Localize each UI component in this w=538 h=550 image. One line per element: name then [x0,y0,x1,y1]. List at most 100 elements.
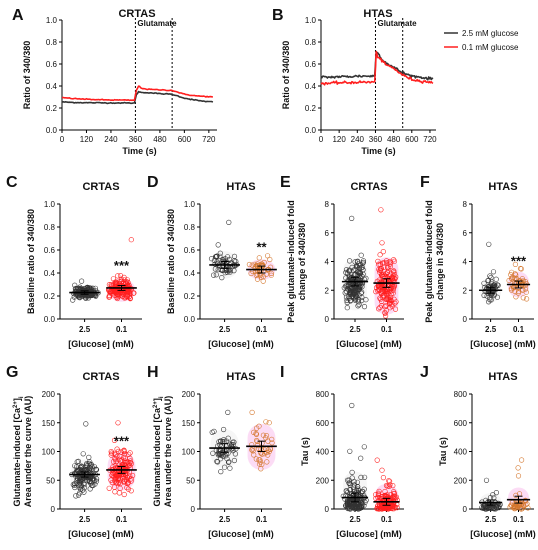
panel-title: HTAS [488,181,517,193]
panel-title: CRTAS [350,181,387,193]
data-point [122,295,129,301]
data-point [524,501,530,507]
y-tick-label: 0.4 [305,82,317,91]
data-point [253,456,259,462]
data-point [225,459,232,466]
data-point [379,240,385,246]
data-point [388,260,394,266]
data-point [373,492,379,498]
data-point [111,437,118,444]
data-point [232,451,238,457]
y-tick-label: 8 [463,200,468,209]
y-tick-label: 0 [325,315,330,324]
data-point [523,296,530,302]
data-point [362,474,368,480]
data-point [515,465,521,471]
data-point [72,484,78,491]
data-point [379,467,385,473]
data-point [230,442,236,448]
data-point [346,295,352,301]
y-tick-label: 0.6 [46,60,58,69]
data-point [515,288,522,295]
data-point [353,263,360,269]
data-point [387,263,394,269]
data-point [485,277,492,284]
data-point [84,478,90,484]
data-point [378,207,384,213]
data-point [377,304,383,311]
data-point [343,288,350,295]
data-point [343,294,350,300]
data-point [78,464,85,470]
data-point [352,504,359,510]
panel-letter: I [280,364,284,381]
data-point [112,280,119,287]
x-axis-label: [Glucose] (mM) [470,529,536,539]
data-point [354,264,361,270]
data-point [349,290,355,296]
data-point [124,485,130,491]
data-point [381,293,387,299]
data-point [352,297,358,303]
data-point [384,296,390,302]
x-tick-label: 0.1 [381,515,393,524]
y-tick-label: 400 [454,448,468,457]
data-point [259,461,265,468]
y-axis-label: Baseline ratio of 340/380 [166,209,176,314]
data-point [221,426,227,433]
data-point [508,286,515,292]
data-point [347,487,353,493]
x-tick-label: 360 [369,135,383,144]
data-point [254,437,260,444]
data-point [213,254,219,260]
panel-letter: D [147,174,159,191]
data-point [374,457,380,463]
data-point [390,503,396,509]
y-tick-label: 0.0 [44,315,56,324]
data-point [75,458,81,465]
data-point [344,305,350,311]
data-point [386,483,392,489]
x-tick-label: 2.5 [349,515,361,524]
data-point [215,242,221,248]
data-point [75,476,81,482]
panel-b: B HTAS 0.0 0.2 0.4 0.6 0.8 1.0 0 120 240 360 480 600 7… [272,7,519,156]
y-axis-label: Glutamate-induced [Ca2+]i [12,396,25,506]
data-point [218,456,224,462]
data-point [86,454,92,461]
panel-f: F HTAS 0 2 4 6 8 2.5 0.1 [Glucose] (mM) Peak gluta… [420,174,536,349]
y-tick-label: 1.0 [46,16,58,25]
data-point [115,480,121,487]
data-point [491,291,498,297]
data-point [121,277,128,283]
data-point [128,478,134,484]
x-tick-label: 240 [104,135,118,144]
data-point [222,448,228,455]
data-point [380,475,387,481]
y-tick-label: 0 [463,315,468,324]
data-point [218,444,224,450]
legend-label: 2.5 mM glucose [462,29,519,38]
data-point [344,299,350,306]
data-point [387,279,393,285]
y-tick-label: 0.6 [184,246,196,255]
data-point [265,452,271,458]
data-point [382,287,388,293]
data-point [210,450,216,456]
data-point [267,256,273,263]
x-axis-label: [Glucose] (mM) [208,339,274,349]
data-point [213,272,219,278]
data-point [208,256,215,262]
data-point [356,504,362,511]
y-tick-label: 1.0 [44,200,56,209]
y-tick-label: 2 [325,286,330,295]
data-point [106,485,112,491]
data-point [81,489,87,495]
data-point [390,506,396,512]
data-point [381,505,387,512]
x-tick-label: 480 [153,135,167,144]
y-tick-label: 50 [186,476,195,485]
y-tick-label: 4 [325,258,330,267]
data-point [127,473,133,479]
